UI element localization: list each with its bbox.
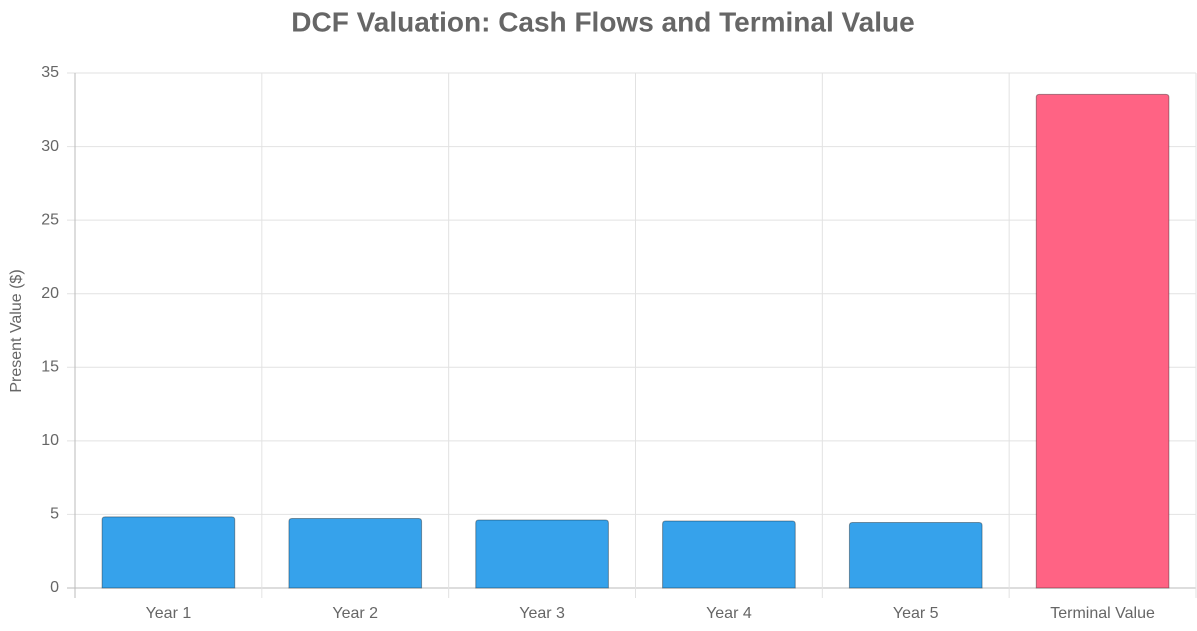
- y-tick-label: 10: [41, 432, 59, 449]
- x-tick-label: Terminal Value: [1050, 605, 1155, 622]
- bar: [848, 522, 983, 589]
- y-tick-label: 5: [50, 506, 59, 523]
- x-tick-label: Year 4: [706, 605, 752, 622]
- bar: [288, 518, 423, 589]
- y-axis-label: Present Value ($): [8, 269, 25, 392]
- x-tick-label: Year 2: [332, 605, 378, 622]
- x-tick-label: Year 3: [519, 605, 565, 622]
- y-tick-label: 35: [41, 64, 59, 81]
- y-tick-label: 15: [41, 359, 59, 376]
- bar: [101, 516, 236, 589]
- bar: [662, 520, 796, 589]
- bar: [475, 519, 609, 589]
- y-tick-label: 30: [41, 138, 59, 155]
- y-tick-label: 25: [41, 211, 59, 228]
- chart-title: DCF Valuation: Cash Flows and Terminal V…: [291, 6, 914, 37]
- x-tick-label: Year 5: [893, 605, 939, 622]
- y-tick-label: 0: [50, 579, 59, 596]
- bar: [1035, 93, 1170, 589]
- x-tick-label: Year 1: [146, 605, 192, 622]
- y-tick-label: 20: [41, 285, 59, 302]
